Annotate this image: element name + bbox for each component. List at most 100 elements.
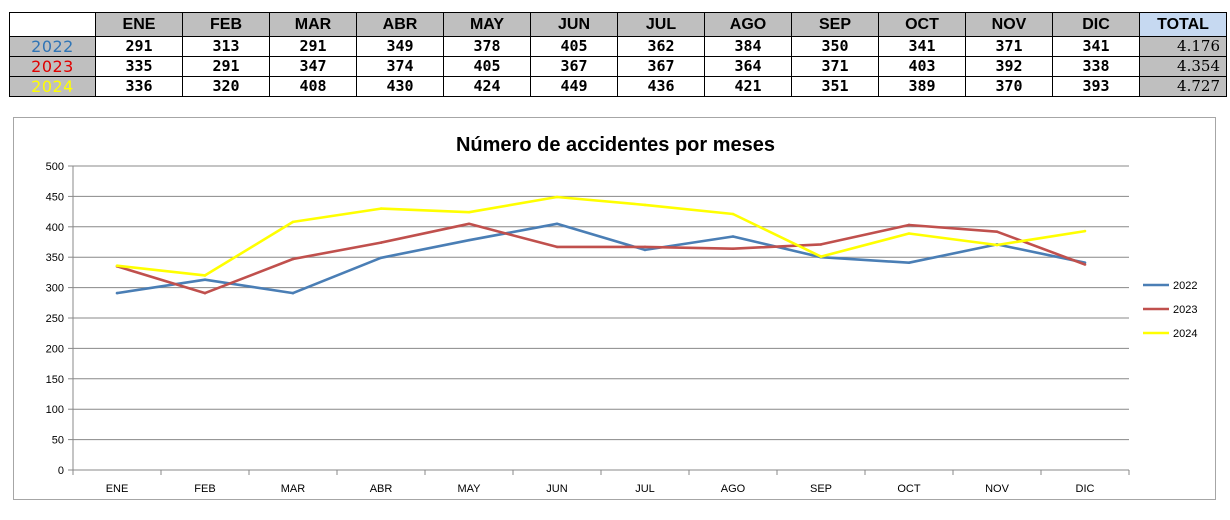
- value-cell: 371: [965, 36, 1053, 57]
- data-point: [731, 212, 735, 216]
- total-header: TOTAL: [1139, 12, 1227, 37]
- value-cell: 393: [1052, 76, 1140, 97]
- value-cell: 341: [1052, 36, 1140, 57]
- value-cell: 335: [95, 56, 183, 77]
- month-header-ene: ENE: [95, 12, 183, 37]
- value-cell: 374: [356, 56, 444, 77]
- x-tick-label: NOV: [985, 483, 1010, 495]
- y-tick-label: 350: [46, 252, 64, 264]
- chart-title: Número de accidentes por meses: [455, 134, 775, 156]
- value-cell: 378: [443, 36, 531, 57]
- x-tick-label: MAY: [457, 483, 481, 495]
- total-cell: 4.176: [1139, 36, 1227, 57]
- y-tick-label: 0: [58, 465, 64, 477]
- y-tick-label: 300: [46, 283, 64, 295]
- value-cell: 371: [791, 56, 879, 77]
- value-cell: 449: [530, 76, 618, 97]
- legend-label: 2023: [1173, 304, 1197, 316]
- data-point: [907, 223, 911, 227]
- value-cell: 367: [617, 56, 705, 77]
- value-cell: 370: [965, 76, 1053, 97]
- x-tick-label: AGO: [721, 483, 746, 495]
- series-line-2023: [116, 222, 1086, 295]
- legend-label: 2024: [1173, 328, 1197, 340]
- total-cell: 4.727: [1139, 76, 1227, 97]
- x-tick-label: ABR: [370, 483, 393, 495]
- chart-canvas: 0 50 100 150 200 250 300 350 400 450 500 ENE FEB MAR A…: [46, 161, 1198, 495]
- data-point: [379, 241, 383, 244]
- value-cell: 430: [356, 76, 444, 97]
- value-cell: 403: [878, 56, 966, 77]
- series-line-2022: [116, 222, 1086, 295]
- value-cell: 291: [182, 56, 270, 77]
- month-header-feb: FEB: [182, 12, 270, 37]
- month-header-may: MAY: [443, 12, 531, 37]
- y-tick-label: 150: [46, 374, 64, 386]
- month-header-dic: DIC: [1052, 12, 1140, 37]
- data-point: [467, 210, 471, 214]
- data-point: [907, 232, 911, 235]
- data-point: [379, 256, 383, 260]
- year-cell: 2022: [9, 36, 96, 57]
- data-point: [819, 255, 823, 258]
- data-point: [1083, 229, 1087, 233]
- data-point: [731, 235, 735, 238]
- legend-label: 2022: [1173, 280, 1197, 292]
- value-cell: 313: [182, 36, 270, 57]
- data-point: [995, 243, 999, 247]
- line-chart: Número de accidentes por meses 0 50 100 150…: [13, 117, 1216, 500]
- year-cell: 2024: [9, 76, 96, 97]
- x-tick-label: ENE: [106, 483, 129, 495]
- data-point: [203, 291, 207, 295]
- value-cell: 291: [269, 36, 357, 57]
- accidents-table: ENE FEB MAR ABR MAY JUN JUL AGO SEP OCT NOV DIC TOTA…: [9, 12, 1227, 97]
- table-corner-cell: [9, 12, 96, 37]
- month-header-jun: JUN: [530, 12, 618, 37]
- value-cell: 350: [791, 36, 879, 57]
- value-cell: 347: [269, 56, 357, 77]
- data-point: [379, 207, 383, 210]
- x-tick-label: JUL: [635, 483, 655, 495]
- data-point: [643, 245, 647, 249]
- data-point: [819, 243, 823, 246]
- y-tick-label: 400: [46, 222, 64, 234]
- value-cell: 389: [878, 76, 966, 97]
- y-tick-label: 500: [46, 161, 64, 173]
- value-cell: 291: [95, 36, 183, 57]
- data-point: [467, 222, 471, 226]
- y-tick-label: 100: [46, 404, 64, 416]
- value-cell: 436: [617, 76, 705, 97]
- data-point: [555, 195, 559, 199]
- y-tick-label: 200: [46, 343, 64, 355]
- x-tick-label: SEP: [810, 483, 832, 495]
- value-cell: 421: [704, 76, 792, 97]
- value-cell: 392: [965, 56, 1053, 77]
- y-tick-label: 250: [46, 313, 64, 325]
- series-line-2024: [116, 195, 1086, 277]
- data-point: [291, 257, 295, 261]
- value-cell: 408: [269, 76, 357, 97]
- value-cell: 341: [878, 36, 966, 57]
- value-cell: 405: [530, 36, 618, 57]
- data-point: [115, 291, 119, 295]
- month-header-jul: JUL: [617, 12, 705, 37]
- data-point: [731, 247, 735, 250]
- month-header-oct: OCT: [878, 12, 966, 37]
- total-cell: 4.354: [1139, 56, 1227, 77]
- data-point: [291, 291, 295, 295]
- value-cell: 336: [95, 76, 183, 97]
- month-header-sep: SEP: [791, 12, 879, 37]
- data-point: [467, 238, 471, 242]
- data-point: [203, 278, 207, 281]
- data-point: [643, 203, 647, 207]
- data-point: [1083, 263, 1087, 266]
- month-header-nov: NOV: [965, 12, 1053, 37]
- month-header-mar: MAR: [269, 12, 357, 37]
- x-tick-label: OCT: [897, 483, 921, 495]
- data-point: [555, 222, 559, 226]
- value-cell: 320: [182, 76, 270, 97]
- value-cell: 351: [791, 76, 879, 97]
- value-cell: 424: [443, 76, 531, 97]
- data-point: [115, 264, 119, 268]
- year-cell: 2023: [9, 56, 96, 77]
